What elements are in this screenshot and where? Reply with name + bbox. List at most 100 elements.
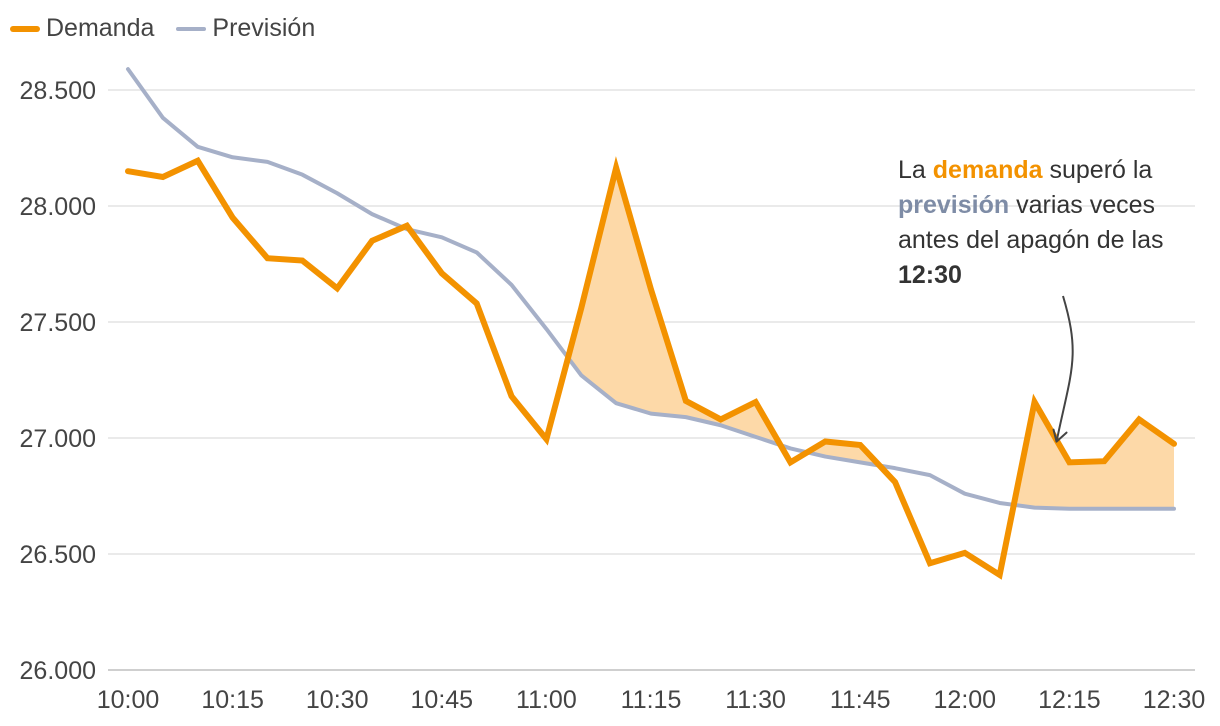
point-prevision [1032, 505, 1038, 511]
point-prevision [927, 472, 933, 478]
point-demanda [997, 572, 1003, 578]
point-demanda [299, 258, 305, 264]
point-demanda [753, 399, 759, 405]
point-demanda [125, 168, 131, 174]
series-line-prevision [126, 67, 1176, 511]
annotation-arrowhead-icon [1052, 428, 1068, 443]
x-tick-label: 12:15 [1038, 686, 1101, 714]
point-prevision [369, 211, 375, 217]
x-tick-label: 10:45 [411, 686, 474, 714]
point-demanda [1101, 458, 1107, 464]
point-demanda [543, 436, 549, 442]
point-prevision [439, 234, 445, 240]
point-prevision [718, 422, 724, 428]
point-prevision [334, 190, 340, 196]
legend-swatch-prevision [176, 26, 207, 31]
point-prevision [404, 226, 410, 232]
x-tick-label: 10:15 [201, 686, 264, 714]
point-prevision [857, 459, 863, 465]
x-axis-ticks: 10:00 10:15 10:30 10:45 11:00 11:15 11:30 11:45… [97, 686, 1206, 714]
point-demanda [962, 550, 968, 556]
annotation-part: La [898, 156, 933, 184]
point-prevision [1066, 506, 1072, 512]
legend: Demanda Previsión [10, 14, 337, 43]
y-tick-label: 26.500 [20, 541, 96, 569]
point-prevision [892, 465, 898, 471]
point-demanda [822, 438, 828, 444]
x-tick-label: 11:00 [516, 686, 577, 714]
point-prevision [648, 411, 654, 417]
point-demanda [195, 158, 201, 164]
series-line-demanda [125, 156, 1177, 580]
point-demanda [1136, 416, 1142, 422]
point-prevision [543, 326, 549, 332]
point-demanda [369, 238, 375, 244]
x-tick-label: 12:00 [934, 686, 997, 714]
point-demanda [648, 287, 654, 293]
point-prevision [683, 414, 689, 420]
annotation-highlight-time: 12:30 [898, 261, 962, 289]
legend-label-demanda: Demanda [46, 14, 155, 42]
x-tick-label: 10:30 [306, 686, 369, 714]
annotation-arrow [1055, 295, 1074, 442]
x-tick-label: 10:00 [97, 686, 160, 714]
point-demanda [439, 270, 445, 276]
y-tick-label: 26.000 [20, 657, 96, 685]
point-demanda [264, 255, 270, 261]
point-prevision [753, 434, 759, 440]
x-tick-label: 11:45 [830, 686, 891, 714]
annotation-part: superó la [1042, 156, 1153, 184]
y-tick-label: 27.000 [20, 425, 96, 453]
annotation-text: La demanda superó la previsión varias ve… [898, 153, 1198, 293]
point-prevision [125, 66, 131, 72]
point-prevision [264, 159, 270, 165]
point-prevision [822, 454, 828, 460]
point-demanda [334, 285, 340, 291]
legend-item-prevision: Previsión [176, 14, 315, 43]
point-demanda [578, 305, 584, 311]
point-prevision [578, 372, 584, 378]
point-demanda [1171, 441, 1177, 447]
point-demanda [683, 398, 689, 404]
point-prevision [509, 282, 515, 288]
x-tick-label: 11:15 [621, 686, 682, 714]
demand-above-forecast-fill [128, 69, 1174, 509]
point-prevision [230, 154, 236, 160]
point-demanda [509, 393, 515, 399]
y-tick-label: 28.500 [20, 77, 96, 105]
gridlines [108, 89, 1195, 671]
point-demanda [892, 479, 898, 485]
legend-swatch-demanda [10, 25, 40, 32]
point-prevision [299, 172, 305, 178]
x-tick-label: 12:30 [1143, 686, 1206, 714]
y-tick-label: 27.500 [20, 309, 96, 337]
point-prevision [1171, 506, 1177, 512]
point-prevision [613, 400, 619, 406]
x-tick-label: 11:30 [725, 686, 786, 714]
point-prevision [195, 144, 201, 150]
point-prevision [474, 249, 480, 255]
annotation-highlight-demanda: demanda [932, 156, 1043, 184]
legend-item-demanda: Demanda [10, 14, 154, 43]
point-prevision [160, 115, 166, 121]
y-axis-ticks: 26.000 26.500 27.000 27.500 28.000 28.500 [20, 77, 96, 685]
point-demanda [1066, 459, 1072, 465]
point-demanda [718, 416, 724, 422]
point-demanda [613, 165, 619, 171]
annotation-highlight-prevision: previsión [898, 191, 1010, 219]
point-demanda [230, 215, 236, 221]
y-tick-label: 28.000 [20, 193, 96, 221]
point-prevision [787, 445, 793, 451]
annotation-part: varias veces antes del apagón de las [898, 191, 1164, 254]
point-prevision [1136, 506, 1142, 512]
point-demanda [927, 560, 933, 566]
point-demanda [474, 300, 480, 306]
legend-label-prevision: Previsión [212, 14, 316, 42]
point-demanda [1032, 399, 1038, 405]
point-demanda [857, 442, 863, 448]
point-prevision [1101, 506, 1107, 512]
point-prevision [962, 491, 968, 497]
point-prevision [997, 500, 1003, 506]
point-demanda [787, 459, 793, 465]
